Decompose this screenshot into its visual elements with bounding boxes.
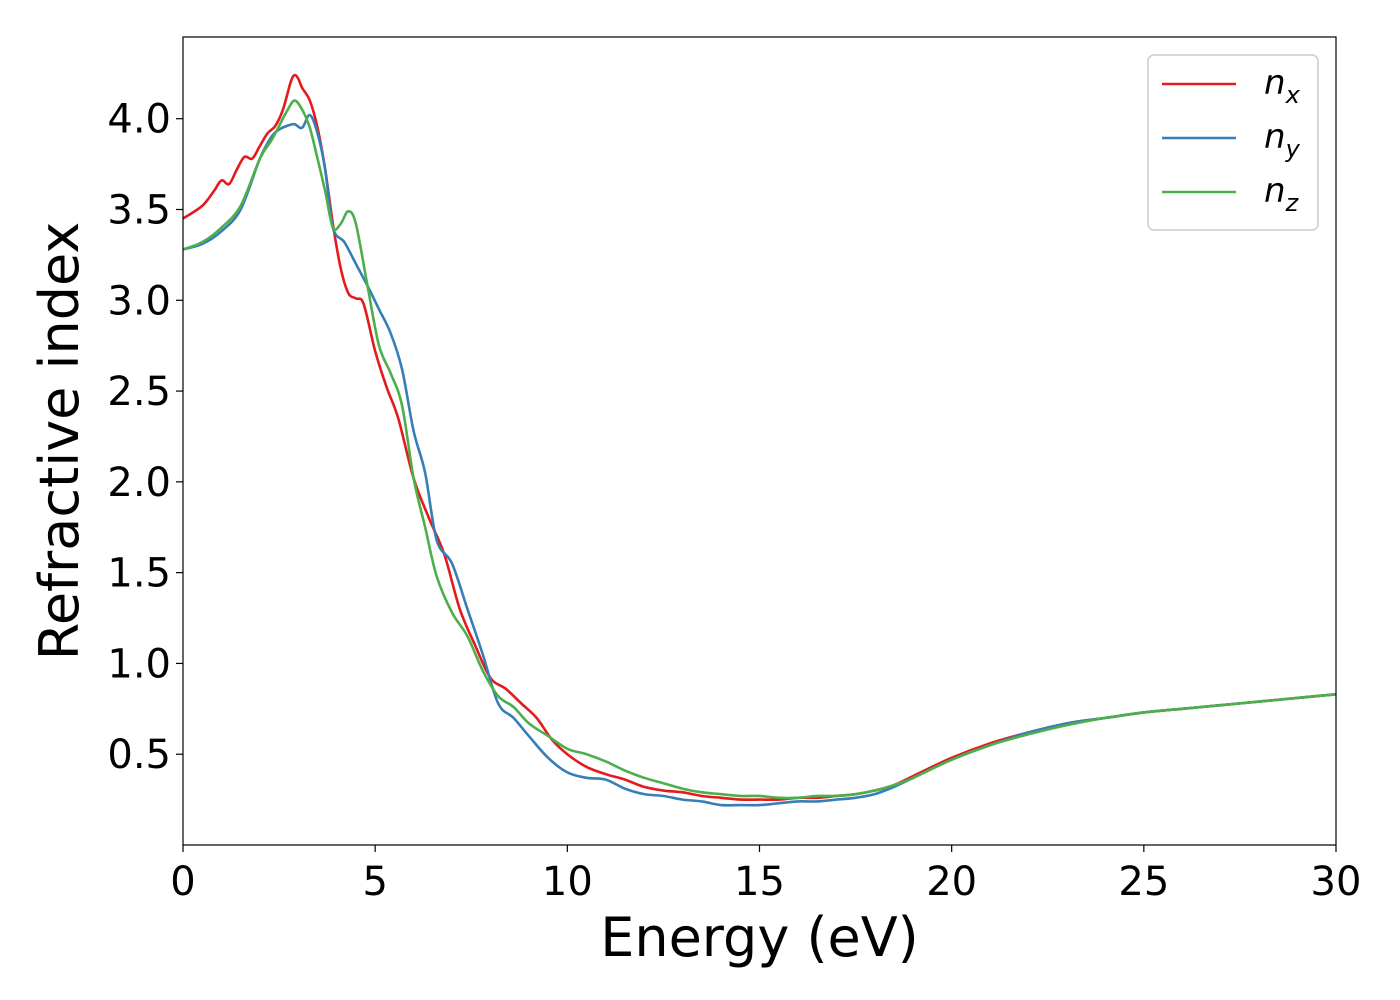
y-tick-label: 2.0 xyxy=(107,460,171,506)
plot-area xyxy=(183,37,1336,845)
series-line-z xyxy=(182,99,1337,800)
x-tick-label: 25 xyxy=(1118,859,1169,905)
x-tick-label: 0 xyxy=(170,859,195,905)
legend-frame xyxy=(1147,54,1319,231)
y-tick-label: 1.0 xyxy=(107,641,171,687)
y-tick-label: 3.5 xyxy=(107,187,171,233)
y-tick-label: 1.5 xyxy=(107,551,171,597)
y-axis: 0.5 1.0 1.5 2.0 2.5 3.0 3.5 4.0 xyxy=(107,97,183,778)
legend-label-y: ny xyxy=(1264,117,1301,163)
series-line-x xyxy=(182,73,1337,802)
y-tick-label: 2.5 xyxy=(107,369,171,415)
series-layer xyxy=(182,73,1337,807)
x-tick-label: 5 xyxy=(362,859,387,905)
x-tick-label: 20 xyxy=(926,859,977,905)
y-tick-label: 3.0 xyxy=(107,278,171,324)
x-tick-label: 15 xyxy=(734,859,785,905)
y-axis-title: Refractive index xyxy=(28,222,91,661)
y-tick-label: 0.5 xyxy=(107,732,171,778)
y-tick-label: 4.0 xyxy=(107,97,171,143)
x-tick-label: 30 xyxy=(1311,859,1362,905)
x-axis: 0 5 10 15 20 25 30 xyxy=(170,845,1361,905)
x-tick-label: 10 xyxy=(542,859,593,905)
x-axis-title: Energy (eV) xyxy=(600,906,919,969)
